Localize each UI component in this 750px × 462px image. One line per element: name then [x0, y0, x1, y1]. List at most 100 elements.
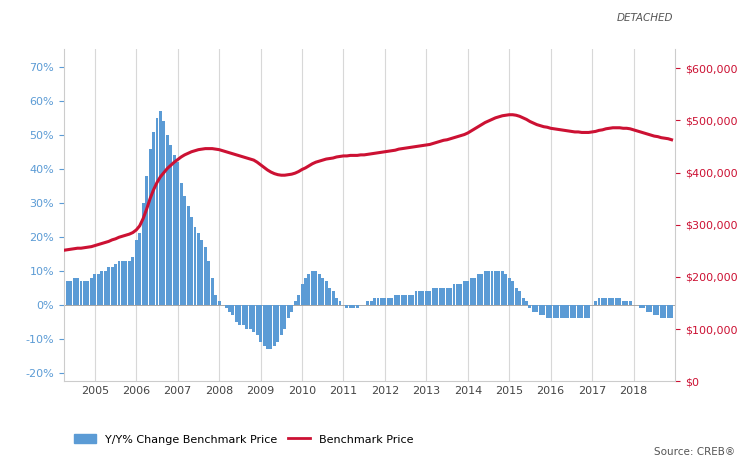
Bar	[207, 261, 210, 305]
Bar	[242, 305, 244, 325]
Bar	[473, 278, 476, 305]
Bar	[332, 291, 334, 305]
Bar	[508, 278, 511, 305]
Bar	[490, 271, 494, 305]
Bar	[256, 305, 259, 335]
Bar	[170, 145, 172, 305]
Benchmark Price	[667, 137, 676, 142]
Bar	[560, 305, 562, 318]
Bar	[611, 298, 614, 305]
Bar	[380, 298, 383, 305]
Bar	[200, 240, 203, 305]
Benchmark Price	[650, 134, 658, 139]
Bar	[463, 281, 466, 305]
Bar	[387, 298, 390, 305]
Bar	[273, 305, 276, 346]
Bar	[370, 301, 373, 305]
Bar	[118, 261, 121, 305]
Bar	[484, 271, 487, 305]
Bar	[58, 285, 62, 305]
Bar	[466, 281, 470, 305]
Bar	[626, 301, 628, 305]
Bar	[142, 203, 145, 305]
Bar	[73, 278, 76, 305]
Bar	[100, 271, 104, 305]
Bar	[556, 305, 559, 318]
Bar	[529, 305, 532, 308]
Bar	[325, 281, 328, 305]
Bar	[415, 291, 418, 305]
Benchmark Price	[284, 172, 292, 177]
Bar	[628, 301, 632, 305]
Bar	[497, 271, 500, 305]
Bar	[172, 155, 176, 305]
Bar	[277, 305, 279, 342]
Bar	[152, 132, 155, 305]
Bar	[456, 285, 459, 305]
Bar	[587, 305, 590, 318]
Bar	[214, 295, 217, 305]
Bar	[542, 305, 545, 315]
Bar	[518, 291, 521, 305]
Bar	[584, 305, 586, 318]
Benchmark Price	[49, 249, 58, 255]
Bar	[308, 274, 310, 305]
Bar	[501, 271, 504, 305]
Bar	[328, 288, 332, 305]
Bar	[477, 274, 479, 305]
Bar	[232, 305, 235, 315]
Line: Benchmark Price: Benchmark Price	[53, 115, 671, 252]
Bar	[660, 305, 663, 318]
Bar	[449, 288, 452, 305]
Bar	[111, 267, 113, 305]
Bar	[228, 305, 231, 311]
Bar	[400, 295, 404, 305]
Benchmark Price	[122, 232, 130, 238]
Bar	[428, 291, 431, 305]
Bar	[525, 301, 528, 305]
Text: DETACHED: DETACHED	[617, 13, 674, 23]
Bar	[86, 281, 89, 305]
Bar	[56, 285, 58, 305]
Bar	[260, 305, 262, 342]
Bar	[321, 278, 324, 305]
Bar	[294, 301, 296, 305]
Bar	[536, 305, 538, 311]
Bar	[262, 305, 266, 346]
Bar	[504, 274, 507, 305]
Bar	[656, 305, 659, 315]
Bar	[62, 281, 65, 305]
Bar	[512, 281, 515, 305]
Bar	[577, 305, 580, 318]
Bar	[435, 288, 438, 305]
Bar	[80, 281, 82, 305]
Bar	[390, 298, 393, 305]
Bar	[650, 305, 652, 311]
Bar	[574, 305, 576, 318]
Bar	[608, 298, 610, 305]
Bar	[418, 291, 421, 305]
Bar	[338, 301, 341, 305]
Bar	[335, 298, 338, 305]
Bar	[52, 288, 55, 305]
Bar	[514, 288, 517, 305]
Bar	[422, 291, 424, 305]
Bar	[83, 281, 86, 305]
Bar	[97, 274, 100, 305]
Bar	[280, 305, 283, 335]
Bar	[284, 305, 286, 328]
Bar	[245, 305, 248, 328]
Bar	[187, 207, 190, 305]
Bar	[131, 257, 134, 305]
Bar	[663, 305, 666, 318]
Bar	[180, 182, 183, 305]
Bar	[639, 305, 642, 308]
Bar	[93, 274, 96, 305]
Bar	[383, 298, 386, 305]
Bar	[69, 281, 72, 305]
Bar	[155, 118, 158, 305]
Bar	[114, 264, 117, 305]
Bar	[618, 298, 621, 305]
Legend: Y/Y% Change Benchmark Price, Benchmark Price: Y/Y% Change Benchmark Price, Benchmark P…	[69, 430, 419, 449]
Bar	[107, 267, 110, 305]
